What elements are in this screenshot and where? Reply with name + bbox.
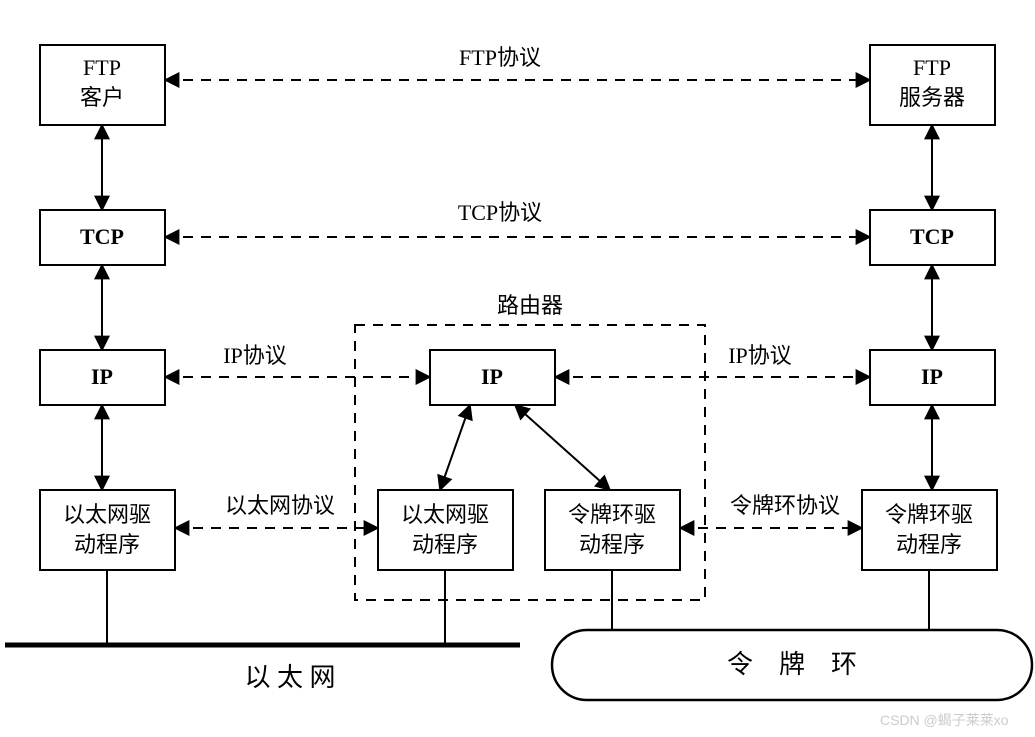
svg-text:客户: 客户 [80,85,124,110]
ip-protocol-right-label: IP协议 [728,343,792,368]
svg-text:令牌环驱: 令牌环驱 [568,502,656,527]
svg-text:动程序: 动程序 [896,532,962,557]
tcp-protocol-label: TCP协议 [458,200,542,225]
conn-ip-token-mid [515,405,610,490]
eth-driver-mid-box: 以太网驱 动程序 [378,490,513,570]
ftp-client-box: FTP 客户 [40,45,165,125]
token-protocol-label: 令牌环协议 [730,493,840,518]
ip-right-box: IP [870,350,995,405]
svg-text:以太网驱: 以太网驱 [401,502,489,527]
tcp-left-box: TCP [40,210,165,265]
svg-text:TCP: TCP [80,224,124,249]
svg-text:以太网驱: 以太网驱 [63,502,151,527]
svg-text:IP: IP [481,364,503,389]
eth-driver-left-box: 以太网驱 动程序 [40,490,175,570]
ftp-protocol-label: FTP协议 [459,45,541,70]
ethernet-protocol-label: 以太网协议 [225,493,335,518]
svg-text:动程序: 动程序 [74,532,140,557]
svg-text:FTP: FTP [913,55,951,80]
token-driver-right-box: 令牌环驱 动程序 [862,490,997,570]
svg-text:动程序: 动程序 [412,532,478,557]
svg-text:动程序: 动程序 [579,532,645,557]
token-driver-mid-box: 令牌环驱 动程序 [545,490,680,570]
watermark: CSDN @蝎子莱莱xo [880,712,1009,728]
svg-text:IP: IP [91,364,113,389]
svg-text:FTP: FTP [83,55,121,80]
tcp-right-box: TCP [870,210,995,265]
ethernet-label: 以 太 网 [244,663,335,692]
svg-text:IP: IP [921,364,943,389]
ip-center-box: IP [430,350,555,405]
conn-ip-eth-mid [440,405,470,490]
ip-protocol-left-label: IP协议 [223,343,287,368]
ftp-server-box: FTP 服务器 [870,45,995,125]
svg-text:服务器: 服务器 [899,85,965,110]
ip-left-box: IP [40,350,165,405]
token-ring-label: 令 牌 环 [727,650,857,679]
svg-text:TCP: TCP [910,224,954,249]
svg-text:令牌环驱: 令牌环驱 [885,502,973,527]
network-diagram: 路由器 FTP协议 TCP协议 IP协议 IP协议 以太网协议 令牌环协议 FT… [0,0,1035,737]
router-label: 路由器 [497,293,563,318]
